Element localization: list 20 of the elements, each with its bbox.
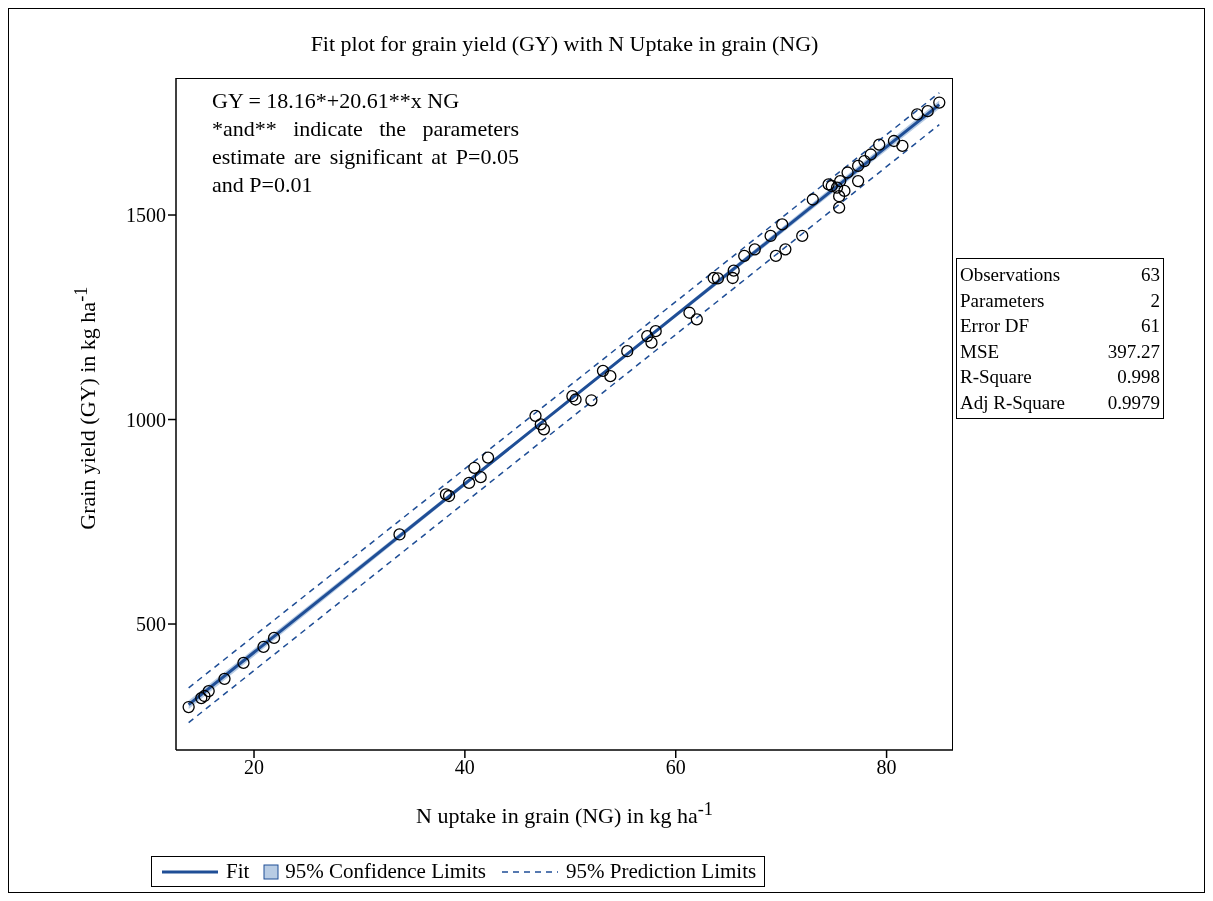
text: MSE 397.27 bbox=[960, 340, 1160, 362]
x-axis-title: N uptake in grain (NG) in kg ha$^{-1}$ bbox=[415, 799, 714, 830]
text: Error DF 61 bbox=[960, 315, 1160, 336]
x-tick-label: 40 bbox=[454, 756, 475, 779]
x-tick-label: 60 bbox=[665, 756, 686, 779]
x-tick-label: 20 bbox=[244, 756, 265, 779]
legend-label: 95% Prediction Limits bbox=[566, 859, 757, 884]
legend-label: Fit bbox=[226, 859, 250, 884]
annotation: *and** indicate the parameters estimate are significant at P=0.05 and P=0.01 bbox=[212, 115, 519, 199]
legend-label: 95% Confidence Limits bbox=[285, 859, 486, 884]
text: Parameters 2 bbox=[960, 289, 1160, 311]
y-tick-label: 1000 bbox=[126, 408, 166, 431]
annotation: GY = 18.16*+20.61**x NG bbox=[212, 87, 461, 115]
x-tick-label: 80 bbox=[876, 756, 897, 779]
chart-title: Fit plot for grain yield (GY) with N Uptake in grain (NG) bbox=[309, 31, 820, 57]
y-tick-label: 500 bbox=[136, 613, 166, 636]
text: Observations 63 bbox=[960, 264, 1160, 285]
y-tick-label: 1500 bbox=[126, 204, 166, 227]
text: R-Square 0.998 bbox=[960, 366, 1160, 387]
text: Adj R-Square 0.9979 bbox=[960, 391, 1160, 413]
